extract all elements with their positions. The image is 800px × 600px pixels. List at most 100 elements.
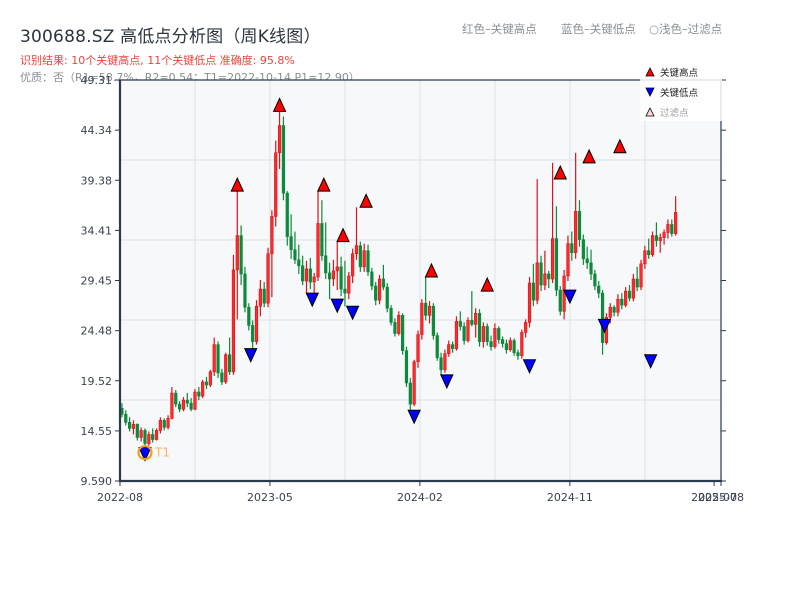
x-tick-label: 2024-02 — [397, 491, 443, 504]
candle-body — [224, 354, 228, 383]
candle-body — [301, 265, 305, 282]
candle-body — [193, 391, 197, 410]
candle — [589, 249, 593, 280]
candle-body — [178, 403, 182, 410]
t1-ring-marker — [137, 444, 153, 461]
candle — [554, 206, 559, 297]
candle — [624, 287, 628, 308]
candle-body — [347, 275, 351, 294]
candle-body — [139, 430, 143, 438]
candle-body — [185, 399, 189, 404]
candle — [397, 311, 401, 336]
candle — [500, 336, 505, 348]
candle-body — [339, 266, 343, 290]
candle-body — [516, 352, 520, 357]
candle-body — [585, 258, 589, 264]
axes: 9.590 14.55 19.52 24.48 29.45 34.41 39.38 44.34… — [81, 74, 744, 504]
candle-body — [251, 325, 255, 342]
candle-body — [174, 392, 178, 405]
candle-body — [500, 339, 505, 344]
candle — [543, 250, 547, 291]
candle — [493, 323, 497, 349]
candle-body — [135, 424, 139, 438]
candle-body — [208, 371, 212, 386]
candle — [435, 332, 439, 361]
y-tick-label: 44.34 — [81, 124, 113, 137]
candle — [235, 191, 239, 320]
candle — [393, 318, 397, 337]
candle-body — [427, 305, 432, 316]
key-low-marker — [522, 359, 537, 374]
key-low-marker — [345, 305, 360, 321]
candle — [585, 246, 589, 269]
candle-body — [270, 216, 274, 255]
candle-body — [674, 212, 678, 234]
candle — [574, 152, 578, 259]
candle-body — [258, 288, 262, 307]
candle — [654, 222, 659, 247]
candle — [178, 401, 182, 413]
candle — [358, 241, 362, 272]
candle — [477, 309, 482, 347]
candle — [216, 341, 220, 378]
candle — [181, 397, 186, 412]
candle — [281, 116, 286, 201]
candle-body — [497, 328, 501, 340]
candle — [597, 281, 601, 299]
candle — [570, 231, 574, 261]
candle-body — [289, 236, 293, 251]
candle — [289, 214, 293, 259]
candle — [451, 341, 455, 353]
candle — [293, 231, 297, 264]
candle-body — [401, 315, 405, 351]
candle-body — [147, 434, 151, 444]
candle — [370, 267, 374, 291]
candle-body — [412, 361, 416, 405]
candle-body — [416, 334, 420, 363]
candle-body — [631, 278, 635, 299]
candle-body — [151, 434, 155, 440]
candle — [401, 313, 405, 355]
candle-body — [324, 255, 328, 274]
candle-body — [554, 238, 559, 291]
candle-body — [335, 266, 339, 272]
candle-body — [216, 344, 220, 374]
candle-body — [293, 249, 297, 261]
candle — [124, 410, 128, 426]
candle — [158, 417, 162, 434]
candle — [220, 368, 224, 385]
candle — [239, 225, 243, 286]
candle-body — [231, 269, 236, 373]
candle — [343, 260, 347, 307]
candle — [212, 337, 216, 376]
candle — [224, 352, 228, 384]
candle-body — [385, 286, 389, 309]
candle — [347, 271, 351, 300]
candle-body — [635, 278, 639, 288]
candle — [639, 259, 643, 291]
candle — [262, 282, 266, 308]
candle — [650, 231, 655, 257]
candle — [420, 299, 424, 340]
candle — [389, 305, 393, 326]
candle-body — [128, 422, 132, 429]
candle — [335, 241, 339, 291]
key-high-marker — [613, 138, 627, 154]
candle — [189, 398, 193, 412]
candle-body — [466, 320, 470, 341]
legend-note-light-filtered: ○浅色–过滤点 — [649, 22, 723, 36]
candle — [227, 337, 232, 375]
candle-body — [131, 424, 136, 429]
candle-body — [566, 243, 570, 277]
candle-body — [454, 321, 459, 349]
candle-body — [424, 302, 428, 316]
legend-label: 过滤点 — [660, 107, 689, 119]
candle-body — [435, 335, 439, 359]
candle — [485, 323, 489, 346]
candle — [474, 308, 478, 338]
candle — [277, 111, 282, 169]
candle — [162, 418, 166, 431]
candle — [439, 352, 443, 375]
